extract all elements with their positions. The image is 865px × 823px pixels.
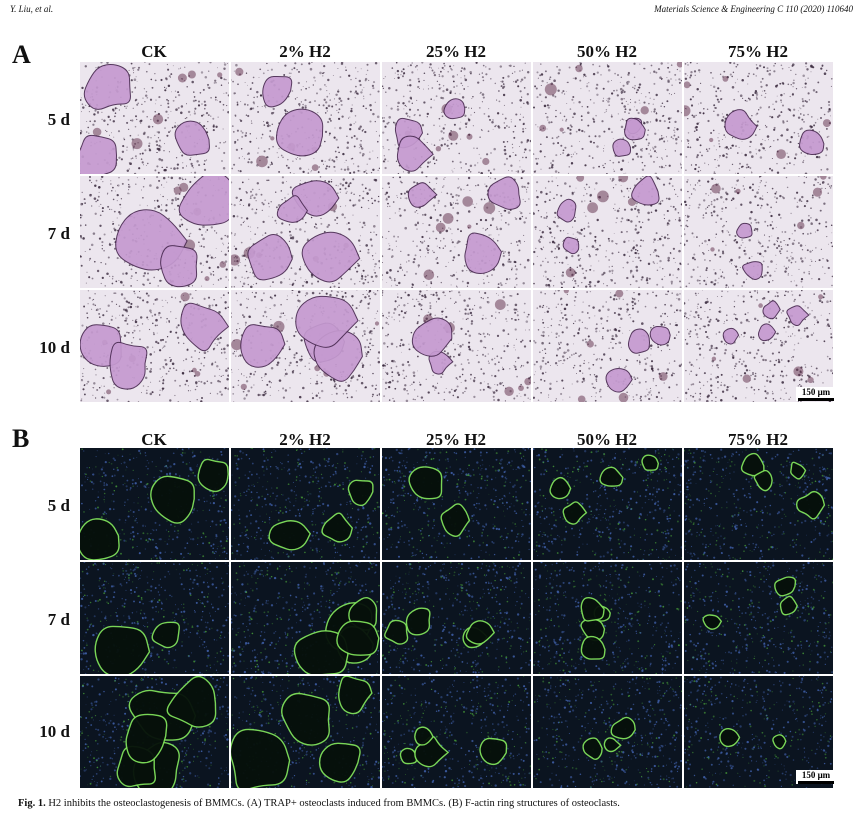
trap-stain-micrograph-r2-c1	[231, 290, 380, 402]
f-actin-micrograph-r1-c2	[382, 562, 531, 674]
panel-b-column-header-0: CK	[141, 430, 167, 449]
trap-stain-micrograph-r0-c1	[231, 62, 380, 174]
f-actin-micrograph-r1-c1	[231, 562, 380, 674]
trap-stain-micrograph-r2-c4	[684, 290, 833, 402]
trap-stain-micrograph-r0-c2	[382, 62, 531, 174]
panel-a-scale-bar: 150 μm	[796, 387, 836, 401]
panel-b-scale-bar-label: 150 μm	[801, 770, 831, 780]
panel-a-row-label-0: 5 d	[47, 110, 70, 129]
trap-stain-micrograph-r1-c4	[684, 176, 833, 288]
panel-b-column-header-3: 50% H2	[577, 430, 637, 449]
panel-b-column-header-2: 25% H2	[426, 430, 486, 449]
running-header-left: Y. Liu, et al.	[10, 4, 54, 14]
f-actin-micrograph-r0-c3	[533, 448, 682, 560]
panel-a-row-label-1: 7 d	[47, 224, 70, 243]
panel-a-column-header-2: 25% H2	[426, 42, 486, 61]
trap-stain-micrograph-r1-c1	[231, 176, 380, 288]
trap-stain-micrograph-r1-c2	[382, 176, 531, 288]
panel-a-scale-bar-line	[798, 398, 834, 401]
panel-a-row-label-2: 10 d	[39, 338, 70, 357]
f-actin-micrograph-r2-c3	[533, 676, 682, 788]
trap-stain-micrograph-r2-c0	[80, 290, 229, 402]
f-actin-micrograph-r2-c0	[80, 676, 229, 788]
panel-b-row-label-1: 7 d	[47, 610, 70, 629]
panel-a-column-header-1: 2% H2	[279, 42, 331, 61]
panel-b-column-header-1: 2% H2	[279, 430, 331, 449]
panel-a-column-header-3: 50% H2	[577, 42, 637, 61]
trap-stain-micrograph-r0-c4	[684, 62, 833, 174]
panel-b-row-label-0: 5 d	[47, 496, 70, 515]
f-actin-micrograph-r1-c3	[533, 562, 682, 674]
trap-stain-micrograph-r1-c0	[80, 176, 229, 288]
figure-caption-text: H2 inhibits the osteoclastogenesis of BM…	[48, 798, 620, 809]
f-actin-micrograph-r0-c2	[382, 448, 531, 560]
panel-a-column-header-4: 75% H2	[728, 42, 788, 61]
f-actin-micrograph-r0-c0	[80, 448, 229, 560]
f-actin-micrograph-r2-c1	[231, 676, 380, 788]
figure-caption: Fig. 1. H2 inhibits the osteoclastogenes…	[18, 798, 620, 809]
f-actin-micrograph-r0-c4	[684, 448, 833, 560]
panel-a-image-grid	[80, 62, 836, 404]
f-actin-micrograph-r1-c0	[80, 562, 229, 674]
panel-b-scale-bar-line	[798, 781, 834, 784]
trap-stain-micrograph-r0-c3	[533, 62, 682, 174]
panel-a-scale-bar-label: 150 μm	[801, 387, 831, 397]
panel-a-label: A	[12, 40, 31, 69]
running-header-right: Materials Science & Engineering C 110 (2…	[654, 4, 853, 14]
trap-stain-micrograph-r2-c3	[533, 290, 682, 402]
trap-stain-micrograph-r2-c2	[382, 290, 531, 402]
trap-stain-micrograph-r1-c3	[533, 176, 682, 288]
trap-stain-micrograph-r0-c0	[80, 62, 229, 174]
panel-b-scale-bar: 150 μm	[796, 770, 836, 784]
panel-b-label: B	[12, 424, 30, 453]
panel-b-column-header-4: 75% H2	[728, 430, 788, 449]
panel-b-image-grid	[80, 448, 836, 790]
f-actin-micrograph-r2-c2	[382, 676, 531, 788]
panel-b-row-label-2: 10 d	[39, 722, 70, 741]
f-actin-micrograph-r0-c1	[231, 448, 380, 560]
panel-a-column-header-0: CK	[141, 42, 167, 61]
f-actin-micrograph-r1-c4	[684, 562, 833, 674]
figure-caption-label: Fig. 1.	[18, 798, 46, 809]
f-actin-micrograph-r2-c4	[684, 676, 833, 788]
